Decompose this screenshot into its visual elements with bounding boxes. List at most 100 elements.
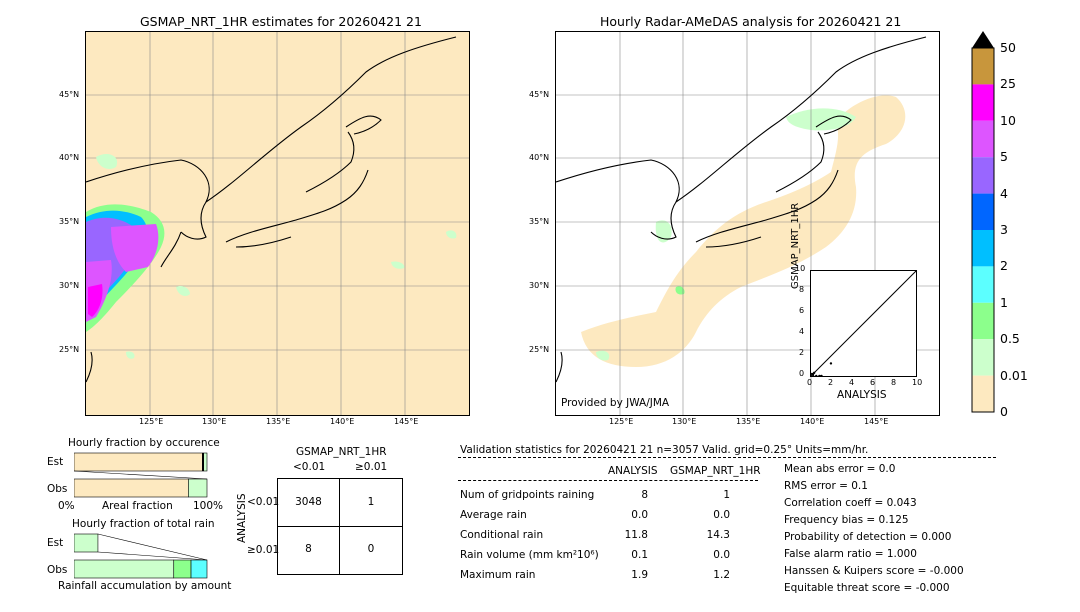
row-label-conditional: Conditional rain (460, 529, 544, 541)
colorbar-label: 10 (1000, 112, 1016, 128)
scatter-point (811, 373, 815, 377)
left-lat-30: 30°N (59, 281, 80, 290)
occurrence-xlabel-right: 100% (193, 500, 224, 512)
left-map-title: GSMAP_NRT_1HR estimates for 20260421 21 (140, 14, 422, 29)
colorbar-label: 0 (1000, 404, 1008, 419)
left-lat-35: 35°N (59, 217, 80, 226)
score-far: False alarm ratio = 1.000 (784, 548, 917, 560)
contingency-title: GSMAP_NRT_1HR (296, 446, 387, 458)
total-rain-xlabel: Rainfall accumulation by amount (58, 580, 232, 592)
left-lon-130: 130°E (202, 417, 227, 426)
colorbar-label: 4 (1000, 185, 1008, 201)
right-lat-40: 40°N (529, 153, 550, 162)
total-rain-bar-segment (190, 559, 208, 579)
scatter-inset (810, 270, 917, 378)
score-hk: Hanssen & Kuipers score = -0.000 (784, 565, 964, 577)
right-coastline (556, 36, 927, 383)
scatter-ylabel: GSMAP_NRT_1HR (790, 202, 801, 289)
scatter-ytick: 0 (799, 369, 805, 378)
left-lon-140: 140°E (330, 417, 355, 426)
right-lon-145: 145°E (864, 417, 889, 426)
left-lat-45: 45°N (59, 90, 80, 99)
cell-lt-lt: 3048 (295, 496, 322, 508)
scatter-ytick: 4 (799, 327, 805, 336)
left-lat-25: 25°N (59, 345, 80, 354)
colorbar-segment (972, 266, 994, 303)
row-label-volume: Rain volume (mm km²10⁶) (460, 549, 599, 561)
right-lat-30: 30°N (529, 281, 550, 290)
colorbar-segment (972, 375, 994, 412)
scatter-xtick: 0 (807, 378, 813, 387)
left-lon-125: 125°E (139, 417, 164, 426)
scatter-xtick: 4 (849, 378, 855, 387)
score-mae: Mean abs error = 0.0 (784, 463, 896, 475)
row-label-gridpoints: Num of gridpoints raining (460, 489, 595, 501)
scatter-ytick: 2 (799, 348, 805, 357)
cell-lt-ge: 1 (367, 496, 375, 508)
scatter-ytick: 8 (799, 285, 805, 294)
right-lon-125: 125°E (609, 417, 634, 426)
colorbar-segment (972, 302, 994, 340)
total-rain-title: Hourly fraction of total rain (72, 518, 215, 530)
score-ets: Equitable threat score = -0.000 (784, 582, 950, 594)
right-lat-45: 45°N (529, 90, 550, 99)
colorbar-label: 0.5 (1000, 331, 1020, 347)
row-a-gridpoints: 8 (641, 489, 648, 501)
left-lon-145: 145°E (394, 417, 419, 426)
colorbar (971, 31, 995, 413)
row-label-average: Average rain (460, 509, 527, 521)
scatter-xtick: 6 (870, 378, 876, 387)
scatter-point (829, 362, 833, 365)
row-g-conditional: 14.3 (706, 529, 730, 541)
right-lat-35: 35°N (529, 217, 550, 226)
occurrence-xlabel-left: 0% (58, 500, 75, 512)
occurrence-connector (74, 470, 208, 480)
scatter-xtick: 2 (828, 378, 834, 387)
right-lon-140: 140°E (800, 417, 825, 426)
row-a-maximum: 1.9 (631, 569, 648, 581)
colorbar-label: 0.01 (1000, 367, 1028, 383)
scatter-xtick: 10 (912, 378, 923, 387)
scatter-xtick: 8 (891, 378, 897, 387)
colorbar-segment (972, 120, 994, 158)
score-pod: Probability of detection = 0.000 (784, 531, 952, 543)
colorbar-frame (971, 47, 995, 413)
occurrence-chart (74, 452, 208, 498)
contingency-row-ge: ≥0.01 (247, 544, 280, 556)
occurrence-bar-segment (74, 452, 204, 472)
contingency-col-ge: ≥0.01 (355, 461, 388, 473)
left-map (85, 31, 470, 416)
occurrence-title: Hourly fraction by occurence (68, 437, 220, 449)
colorbar-label: 3 (1000, 222, 1008, 237)
row-a-volume: 0.1 (631, 549, 648, 561)
occurrence-bar-segment (74, 478, 189, 498)
identity-line (810, 270, 917, 377)
scatter-point (818, 374, 821, 378)
occurrence-est-label: Est (47, 456, 64, 468)
validation-divider (458, 457, 996, 458)
scatter-point (820, 374, 823, 378)
colorbar-segment (972, 339, 994, 376)
colorbar-label: 2 (1000, 258, 1008, 274)
colorbar-label: 1 (1000, 294, 1008, 310)
row-g-average: 0.0 (713, 509, 730, 521)
left-map-svg (86, 32, 469, 415)
score-freq-bias: Frequency bias = 0.125 (784, 514, 909, 526)
cell-ge-ge: 0 (367, 543, 375, 555)
scatter-xlabel: ANALYSIS (837, 389, 887, 401)
provider-credit: Provided by JWA/JMA (561, 397, 670, 409)
row-label-maximum: Maximum rain (460, 569, 536, 581)
contingency-col-lt: <0.01 (293, 461, 326, 473)
occurrence-xlabel-mid: Areal fraction (102, 500, 173, 512)
right-map-title: Hourly Radar-AMeDAS analysis for 2026042… (600, 14, 902, 29)
contingency-row-lt: <0.01 (247, 496, 280, 508)
col-analysis: ANALYSIS (608, 465, 658, 477)
colorbar-segment (972, 48, 994, 85)
row-g-maximum: 1.2 (713, 569, 730, 581)
cell-ge-lt: 8 (305, 543, 312, 555)
contingency-grid: 3048 1 8 0 (277, 478, 403, 575)
colorbar-segment (972, 193, 994, 230)
col-gsmap: GSMAP_NRT_1HR (670, 465, 761, 477)
validation-subdivider (458, 480, 758, 481)
total-rain-connector (97, 533, 208, 561)
